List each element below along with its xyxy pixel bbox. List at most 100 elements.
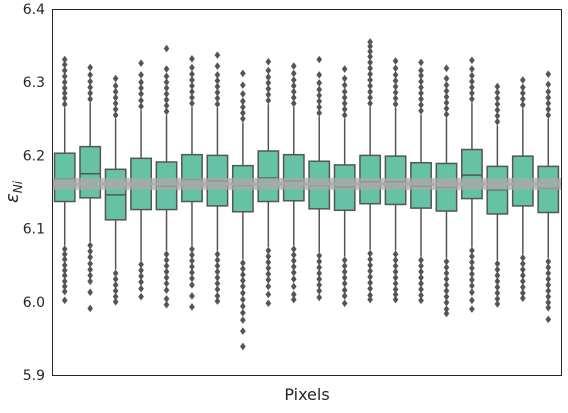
outlier-point: [87, 265, 94, 274]
outlier-point: [469, 270, 475, 278]
outlier-point: [341, 111, 348, 119]
outlier-point: [87, 304, 94, 313]
outlier-point: [61, 296, 68, 305]
outlier-point: [418, 58, 424, 67]
outlier-point: [61, 60, 68, 69]
outlier-point: [443, 263, 450, 272]
outlier-point: [494, 265, 501, 274]
outlier-point: [341, 81, 348, 89]
outlier-point: [87, 83, 94, 92]
outlier-point: [87, 288, 94, 297]
outlier-point: [112, 287, 119, 295]
outlier-point: [519, 259, 526, 268]
outlier-point: [494, 106, 501, 114]
outlier-point: [545, 111, 552, 119]
outlier-point: [443, 257, 450, 266]
outlier-point: [61, 250, 68, 259]
outlier-point: [316, 293, 323, 302]
outlier-point: [443, 110, 450, 119]
outlier-point: [163, 286, 170, 294]
outlier-point: [290, 262, 297, 271]
outlier-point: [469, 305, 475, 313]
outlier-point: [214, 262, 221, 270]
outlier-point: [519, 101, 526, 109]
outlier-point: [341, 299, 348, 308]
outlier-point: [469, 252, 475, 261]
outlier-point: [545, 315, 552, 324]
outlier-point: [61, 261, 68, 269]
outlier-point: [469, 89, 475, 97]
iqr-box: [257, 150, 280, 203]
outlier-point: [418, 273, 424, 282]
outlier-point: [418, 106, 424, 115]
outlier-point: [61, 55, 68, 64]
y-tick-label: 6.3: [23, 75, 45, 91]
outlier-point: [469, 288, 475, 297]
outlier-point: [87, 63, 94, 72]
outlier-point: [418, 77, 424, 86]
box-group-16: [435, 64, 458, 318]
box-group-8: [231, 69, 254, 351]
outlier-point: [519, 95, 526, 103]
outlier-point: [316, 281, 323, 289]
y-tick-label: 6.0: [23, 295, 45, 311]
outlier-point: [545, 292, 552, 301]
outlier-point: [519, 271, 526, 280]
outlier-point: [87, 77, 94, 86]
outlier-point: [341, 292, 348, 300]
outlier-point: [494, 259, 501, 268]
outlier-point: [392, 290, 399, 299]
outlier-point: [545, 298, 552, 307]
y-axis-label-subscript: Ni: [11, 180, 25, 193]
outlier-point: [163, 256, 170, 264]
outlier-point: [163, 267, 170, 276]
outlier-point: [61, 277, 68, 286]
outlier-point: [138, 84, 144, 92]
outlier-point: [367, 64, 373, 73]
outlier-point: [240, 69, 246, 78]
outlier-point: [214, 82, 221, 91]
outlier-point: [341, 65, 348, 73]
outlier-point: [469, 296, 475, 305]
outlier-point: [214, 267, 221, 276]
outlier-point: [87, 241, 94, 250]
outlier-point: [61, 266, 68, 275]
outlier-point: [240, 316, 246, 324]
iqr-box: [53, 152, 76, 203]
outlier-point: [214, 285, 221, 294]
outlier-point: [443, 269, 450, 278]
outlier-point: [367, 76, 373, 84]
outlier-point: [367, 291, 373, 300]
outlier-point: [392, 279, 399, 288]
outlier-point: [138, 90, 144, 98]
outlier-point: [214, 256, 221, 264]
outlier-point: [367, 255, 373, 264]
outlier-point: [367, 52, 373, 61]
outlier-point: [494, 283, 501, 291]
box-group-18: [486, 82, 509, 308]
outlier-point: [443, 64, 450, 73]
outlier-point: [545, 287, 552, 295]
outlier-point: [392, 71, 399, 79]
y-tick-label: 5.9: [23, 368, 45, 384]
outlier-point: [469, 276, 475, 284]
outlier-point: [392, 285, 399, 294]
outlier-point: [418, 101, 424, 109]
outlier-point: [367, 82, 373, 90]
outlier-point: [189, 76, 195, 84]
outlier-point: [443, 81, 450, 89]
outlier-point: [138, 272, 144, 280]
outlier-point: [214, 292, 221, 300]
outlier-point: [163, 95, 170, 104]
outlier-point: [418, 256, 424, 264]
outlier-point: [265, 246, 272, 255]
outlier-point: [240, 295, 246, 304]
outlier-point: [138, 266, 144, 275]
outlier-point: [112, 281, 119, 289]
outlier-point: [418, 279, 424, 288]
outlier-point: [163, 279, 170, 288]
outlier-point: [163, 300, 170, 309]
outlier-point: [189, 274, 195, 283]
outlier-point: [265, 96, 272, 105]
